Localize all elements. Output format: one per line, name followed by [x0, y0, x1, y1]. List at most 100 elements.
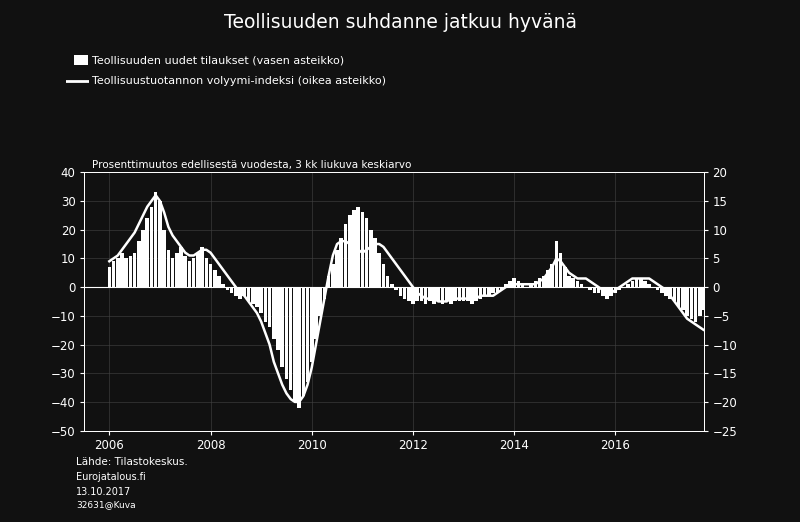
- Text: 13.10.2017: 13.10.2017: [76, 487, 131, 496]
- Bar: [390, 284, 394, 287]
- Bar: [542, 276, 546, 287]
- Bar: [491, 287, 495, 293]
- Bar: [588, 287, 592, 290]
- Bar: [183, 256, 187, 287]
- Bar: [285, 287, 288, 379]
- Bar: [170, 258, 174, 287]
- Bar: [601, 287, 605, 295]
- Text: Lähde: Tilastokeskus.: Lähde: Tilastokeskus.: [76, 457, 188, 467]
- Bar: [276, 287, 280, 350]
- Bar: [677, 287, 681, 307]
- Bar: [437, 287, 440, 302]
- Bar: [571, 279, 575, 287]
- Bar: [606, 287, 609, 299]
- Bar: [234, 287, 238, 295]
- Bar: [534, 281, 537, 287]
- Bar: [428, 287, 432, 302]
- Bar: [238, 287, 242, 299]
- Bar: [188, 261, 191, 287]
- Bar: [762, 264, 765, 287]
- Bar: [107, 267, 111, 287]
- Bar: [293, 287, 297, 402]
- Bar: [710, 287, 714, 302]
- Bar: [744, 270, 748, 287]
- Bar: [559, 253, 562, 287]
- Bar: [179, 247, 182, 287]
- Bar: [576, 281, 579, 287]
- Bar: [610, 287, 613, 295]
- Bar: [618, 287, 622, 290]
- Bar: [272, 287, 275, 339]
- Bar: [694, 287, 698, 322]
- Bar: [137, 241, 141, 287]
- Bar: [306, 287, 310, 382]
- Bar: [298, 287, 301, 408]
- Bar: [634, 279, 638, 287]
- Bar: [441, 287, 444, 304]
- Bar: [394, 287, 398, 290]
- Bar: [597, 287, 600, 293]
- Bar: [327, 276, 330, 287]
- Bar: [732, 281, 735, 287]
- Bar: [402, 287, 406, 299]
- Bar: [255, 287, 258, 307]
- Bar: [554, 241, 558, 287]
- Bar: [723, 287, 727, 293]
- Bar: [120, 253, 124, 287]
- Text: Teollisuustuotannon volyymi-indeksi (oikea asteikko): Teollisuustuotannon volyymi-indeksi (oik…: [92, 76, 386, 86]
- Bar: [213, 270, 217, 287]
- Bar: [673, 287, 676, 302]
- Bar: [209, 264, 212, 287]
- Bar: [466, 287, 470, 302]
- Bar: [386, 276, 390, 287]
- Bar: [508, 281, 512, 287]
- Text: Eurojatalous.fi: Eurojatalous.fi: [76, 472, 146, 482]
- Bar: [749, 267, 752, 287]
- Bar: [458, 287, 461, 302]
- Bar: [530, 284, 533, 287]
- Bar: [424, 287, 427, 304]
- Bar: [715, 287, 718, 299]
- Bar: [593, 287, 596, 293]
- Bar: [302, 287, 305, 396]
- Bar: [504, 284, 507, 287]
- Bar: [331, 264, 334, 287]
- Bar: [415, 287, 419, 302]
- Bar: [420, 287, 423, 302]
- Bar: [192, 258, 195, 287]
- Bar: [690, 287, 693, 318]
- Bar: [200, 247, 204, 287]
- Bar: [614, 287, 618, 293]
- Bar: [517, 281, 520, 287]
- Bar: [335, 250, 339, 287]
- Bar: [154, 192, 158, 287]
- Bar: [142, 230, 145, 287]
- Bar: [150, 207, 154, 287]
- Bar: [344, 224, 347, 287]
- Bar: [222, 284, 225, 287]
- Text: Teollisuuden suhdanne jatkuu hyvänä: Teollisuuden suhdanne jatkuu hyvänä: [223, 13, 577, 32]
- Bar: [782, 267, 786, 287]
- Bar: [495, 287, 499, 293]
- Bar: [129, 256, 132, 287]
- Bar: [281, 287, 284, 367]
- Bar: [538, 279, 542, 287]
- Bar: [196, 253, 200, 287]
- Bar: [786, 264, 790, 287]
- Bar: [790, 261, 794, 287]
- Bar: [124, 258, 128, 287]
- Bar: [664, 287, 668, 295]
- Bar: [770, 270, 774, 287]
- Bar: [462, 287, 466, 302]
- Bar: [158, 201, 162, 287]
- Bar: [369, 230, 373, 287]
- Bar: [630, 281, 634, 287]
- Bar: [550, 264, 554, 287]
- Bar: [374, 238, 377, 287]
- Bar: [339, 238, 343, 287]
- Bar: [289, 287, 293, 390]
- Bar: [626, 284, 630, 287]
- Bar: [513, 279, 516, 287]
- Bar: [483, 287, 486, 295]
- Bar: [702, 287, 706, 310]
